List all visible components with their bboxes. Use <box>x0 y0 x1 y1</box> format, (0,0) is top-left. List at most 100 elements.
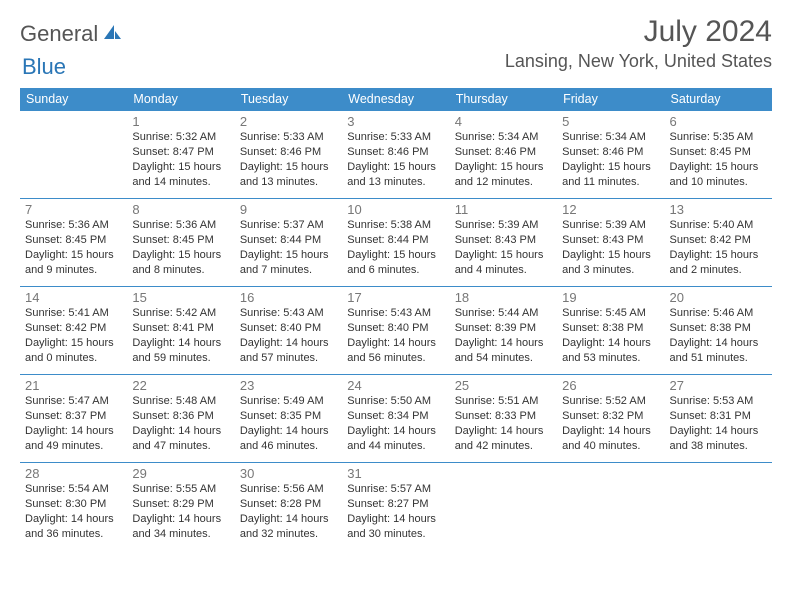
day-number: 20 <box>670 290 767 305</box>
day-info: Sunrise: 5:54 AMSunset: 8:30 PMDaylight:… <box>25 482 122 541</box>
day-number: 5 <box>562 114 659 129</box>
day-number: 12 <box>562 202 659 217</box>
day-number: 28 <box>25 466 122 481</box>
day-number: 26 <box>562 378 659 393</box>
day-number: 25 <box>455 378 552 393</box>
calendar-cell <box>20 111 127 199</box>
calendar-cell: 17Sunrise: 5:43 AMSunset: 8:40 PMDayligh… <box>342 287 449 375</box>
calendar-cell: 26Sunrise: 5:52 AMSunset: 8:32 PMDayligh… <box>557 375 664 463</box>
day-info: Sunrise: 5:43 AMSunset: 8:40 PMDaylight:… <box>347 306 444 365</box>
calendar-cell: 20Sunrise: 5:46 AMSunset: 8:38 PMDayligh… <box>665 287 772 375</box>
day-info: Sunrise: 5:52 AMSunset: 8:32 PMDaylight:… <box>562 394 659 453</box>
calendar-cell: 24Sunrise: 5:50 AMSunset: 8:34 PMDayligh… <box>342 375 449 463</box>
day-info: Sunrise: 5:48 AMSunset: 8:36 PMDaylight:… <box>132 394 229 453</box>
day-number: 10 <box>347 202 444 217</box>
day-info: Sunrise: 5:34 AMSunset: 8:46 PMDaylight:… <box>455 130 552 189</box>
calendar-cell: 8Sunrise: 5:36 AMSunset: 8:45 PMDaylight… <box>127 199 234 287</box>
day-number: 9 <box>240 202 337 217</box>
weekday-header: Friday <box>557 88 664 111</box>
calendar-cell <box>557 463 664 551</box>
calendar-cell: 15Sunrise: 5:42 AMSunset: 8:41 PMDayligh… <box>127 287 234 375</box>
calendar-cell: 22Sunrise: 5:48 AMSunset: 8:36 PMDayligh… <box>127 375 234 463</box>
calendar-cell: 29Sunrise: 5:55 AMSunset: 8:29 PMDayligh… <box>127 463 234 551</box>
weekday-header: Monday <box>127 88 234 111</box>
day-number: 24 <box>347 378 444 393</box>
calendar-table: Sunday Monday Tuesday Wednesday Thursday… <box>20 88 772 551</box>
calendar-cell: 2Sunrise: 5:33 AMSunset: 8:46 PMDaylight… <box>235 111 342 199</box>
weekday-header: Saturday <box>665 88 772 111</box>
day-number: 27 <box>670 378 767 393</box>
calendar-cell: 10Sunrise: 5:38 AMSunset: 8:44 PMDayligh… <box>342 199 449 287</box>
day-info: Sunrise: 5:53 AMSunset: 8:31 PMDaylight:… <box>670 394 767 453</box>
weekday-header: Thursday <box>450 88 557 111</box>
title-block: July 2024 Lansing, New York, United Stat… <box>505 15 772 72</box>
day-number: 14 <box>25 290 122 305</box>
brand-sail-icon <box>102 23 122 46</box>
calendar-cell: 28Sunrise: 5:54 AMSunset: 8:30 PMDayligh… <box>20 463 127 551</box>
day-number: 4 <box>455 114 552 129</box>
day-info: Sunrise: 5:50 AMSunset: 8:34 PMDaylight:… <box>347 394 444 453</box>
weekday-header: Tuesday <box>235 88 342 111</box>
day-info: Sunrise: 5:55 AMSunset: 8:29 PMDaylight:… <box>132 482 229 541</box>
calendar-cell: 1Sunrise: 5:32 AMSunset: 8:47 PMDaylight… <box>127 111 234 199</box>
calendar-cell: 4Sunrise: 5:34 AMSunset: 8:46 PMDaylight… <box>450 111 557 199</box>
weekday-header: Wednesday <box>342 88 449 111</box>
day-info: Sunrise: 5:37 AMSunset: 8:44 PMDaylight:… <box>240 218 337 277</box>
day-info: Sunrise: 5:57 AMSunset: 8:27 PMDaylight:… <box>347 482 444 541</box>
day-info: Sunrise: 5:36 AMSunset: 8:45 PMDaylight:… <box>25 218 122 277</box>
day-info: Sunrise: 5:47 AMSunset: 8:37 PMDaylight:… <box>25 394 122 453</box>
day-info: Sunrise: 5:56 AMSunset: 8:28 PMDaylight:… <box>240 482 337 541</box>
brand-logo: General <box>20 21 126 47</box>
location: Lansing, New York, United States <box>505 51 772 72</box>
calendar-body: 1Sunrise: 5:32 AMSunset: 8:47 PMDaylight… <box>20 111 772 551</box>
calendar-cell: 7Sunrise: 5:36 AMSunset: 8:45 PMDaylight… <box>20 199 127 287</box>
day-number: 7 <box>25 202 122 217</box>
calendar-cell: 9Sunrise: 5:37 AMSunset: 8:44 PMDaylight… <box>235 199 342 287</box>
month-title: July 2024 <box>505 15 772 49</box>
calendar-cell: 13Sunrise: 5:40 AMSunset: 8:42 PMDayligh… <box>665 199 772 287</box>
day-number: 17 <box>347 290 444 305</box>
calendar-week-row: 21Sunrise: 5:47 AMSunset: 8:37 PMDayligh… <box>20 375 772 463</box>
day-info: Sunrise: 5:33 AMSunset: 8:46 PMDaylight:… <box>240 130 337 189</box>
day-info: Sunrise: 5:45 AMSunset: 8:38 PMDaylight:… <box>562 306 659 365</box>
brand-part1: General <box>20 21 98 47</box>
day-number: 16 <box>240 290 337 305</box>
calendar-week-row: 7Sunrise: 5:36 AMSunset: 8:45 PMDaylight… <box>20 199 772 287</box>
weekday-header: Sunday <box>20 88 127 111</box>
day-info: Sunrise: 5:35 AMSunset: 8:45 PMDaylight:… <box>670 130 767 189</box>
day-number: 30 <box>240 466 337 481</box>
day-info: Sunrise: 5:43 AMSunset: 8:40 PMDaylight:… <box>240 306 337 365</box>
day-number: 22 <box>132 378 229 393</box>
day-info: Sunrise: 5:33 AMSunset: 8:46 PMDaylight:… <box>347 130 444 189</box>
calendar-cell: 18Sunrise: 5:44 AMSunset: 8:39 PMDayligh… <box>450 287 557 375</box>
day-info: Sunrise: 5:39 AMSunset: 8:43 PMDaylight:… <box>455 218 552 277</box>
day-number: 21 <box>25 378 122 393</box>
day-number: 23 <box>240 378 337 393</box>
calendar-cell: 11Sunrise: 5:39 AMSunset: 8:43 PMDayligh… <box>450 199 557 287</box>
day-number: 31 <box>347 466 444 481</box>
calendar-cell: 23Sunrise: 5:49 AMSunset: 8:35 PMDayligh… <box>235 375 342 463</box>
day-number: 11 <box>455 202 552 217</box>
day-number: 13 <box>670 202 767 217</box>
day-info: Sunrise: 5:40 AMSunset: 8:42 PMDaylight:… <box>670 218 767 277</box>
day-number: 6 <box>670 114 767 129</box>
calendar-cell <box>665 463 772 551</box>
day-number: 1 <box>132 114 229 129</box>
day-number: 3 <box>347 114 444 129</box>
day-number: 19 <box>562 290 659 305</box>
calendar-week-row: 14Sunrise: 5:41 AMSunset: 8:42 PMDayligh… <box>20 287 772 375</box>
calendar-cell: 16Sunrise: 5:43 AMSunset: 8:40 PMDayligh… <box>235 287 342 375</box>
day-info: Sunrise: 5:44 AMSunset: 8:39 PMDaylight:… <box>455 306 552 365</box>
calendar-cell: 6Sunrise: 5:35 AMSunset: 8:45 PMDaylight… <box>665 111 772 199</box>
calendar-cell: 3Sunrise: 5:33 AMSunset: 8:46 PMDaylight… <box>342 111 449 199</box>
calendar-cell: 19Sunrise: 5:45 AMSunset: 8:38 PMDayligh… <box>557 287 664 375</box>
calendar-cell: 5Sunrise: 5:34 AMSunset: 8:46 PMDaylight… <box>557 111 664 199</box>
day-number: 8 <box>132 202 229 217</box>
day-info: Sunrise: 5:39 AMSunset: 8:43 PMDaylight:… <box>562 218 659 277</box>
day-number: 2 <box>240 114 337 129</box>
day-number: 15 <box>132 290 229 305</box>
weekday-header-row: Sunday Monday Tuesday Wednesday Thursday… <box>20 88 772 111</box>
day-number: 18 <box>455 290 552 305</box>
day-info: Sunrise: 5:41 AMSunset: 8:42 PMDaylight:… <box>25 306 122 365</box>
calendar-cell: 31Sunrise: 5:57 AMSunset: 8:27 PMDayligh… <box>342 463 449 551</box>
